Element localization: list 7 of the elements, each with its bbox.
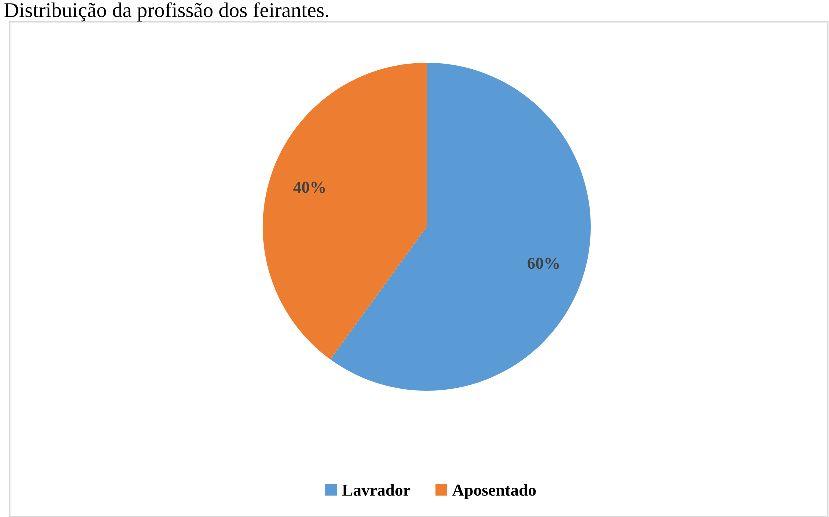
pie-slice [330, 63, 591, 391]
data-label: 40% [294, 182, 326, 194]
legend-label: Aposentado [452, 484, 536, 500]
data-label: 60% [528, 258, 560, 270]
pie-slice [263, 63, 427, 360]
legend-label: Lavrador [342, 484, 410, 496]
chart-title: Distribuição da profissão dos feirantes. [4, 2, 328, 22]
